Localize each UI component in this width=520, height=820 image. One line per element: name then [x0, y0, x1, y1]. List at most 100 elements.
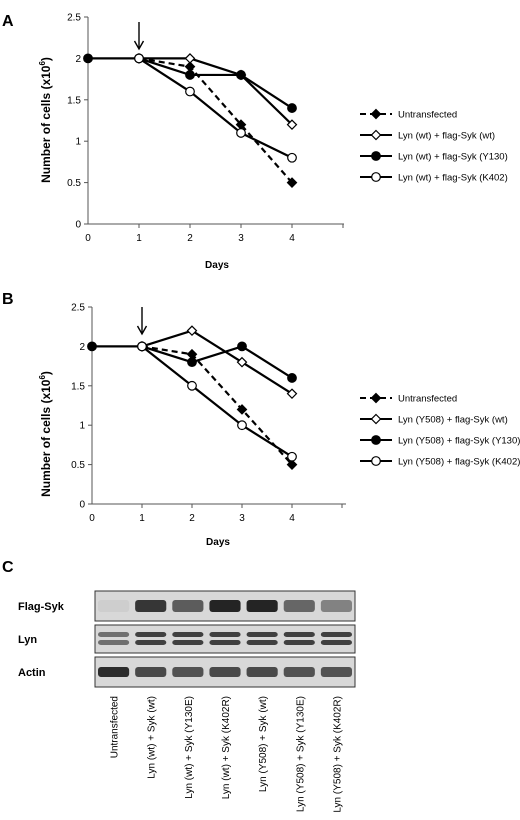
- x-axis-title: Days: [206, 537, 230, 548]
- blot-band: [209, 667, 241, 677]
- panel-label-a: A: [2, 13, 14, 30]
- data-point: [237, 420, 247, 431]
- blot-band: [135, 640, 167, 645]
- data-point: [287, 373, 297, 383]
- lane-label: Lyn (wt) + Syk (wt): [147, 696, 158, 779]
- blot-band: [172, 632, 204, 637]
- legend-label: Lyn (Y508) + flag-Syk (wt): [398, 415, 508, 426]
- data-point: [236, 404, 248, 415]
- y-tick-label: 2.5: [71, 303, 85, 314]
- blot-band: [283, 600, 315, 612]
- legend-marker: [371, 151, 381, 161]
- data-point: [286, 459, 298, 470]
- arrow-icon: [133, 22, 145, 51]
- legend-label: Untransfected: [398, 394, 457, 405]
- lane-label: Lyn (Y508) + Syk (Y130E): [295, 696, 306, 812]
- legend-label: Lyn (wt) + flag-Syk (wt): [398, 131, 495, 142]
- series-lyn-wt-flag-syk-k402: [134, 53, 297, 163]
- lane-label: Lyn (Y508) + Syk (K402R): [332, 696, 343, 813]
- y-tick-label: 2: [79, 342, 85, 353]
- data-point: [236, 356, 248, 368]
- blot-band: [172, 640, 204, 645]
- data-point: [87, 341, 97, 352]
- legend-item: Lyn (wt) + flag-Syk (Y130): [360, 151, 508, 163]
- series-lyn-y508-flag-syk-k402: [137, 341, 297, 462]
- legend-marker: [370, 129, 382, 141]
- x-tick-label: 0: [89, 513, 95, 524]
- data-point: [185, 70, 195, 80]
- blot-band: [283, 640, 315, 645]
- data-point: [287, 451, 297, 462]
- data-point: [137, 341, 147, 352]
- legend-label: Lyn (wt) + flag-Syk (K402): [398, 173, 508, 184]
- blot-row-label: Actin: [18, 667, 46, 679]
- legend-marker: [370, 413, 382, 425]
- blot-band: [246, 640, 278, 645]
- data-point: [287, 152, 297, 163]
- blot-band: [246, 600, 278, 612]
- data-point: [185, 86, 195, 97]
- blot-band: [246, 667, 278, 677]
- data-point: [134, 53, 144, 64]
- legend-label: Untransfected: [398, 110, 457, 121]
- blot-band: [320, 667, 352, 677]
- blot-band: [172, 667, 204, 677]
- data-point: [237, 341, 247, 352]
- series-line: [141, 345, 293, 466]
- blot-band: [283, 667, 315, 677]
- y-tick-label: 0.5: [71, 460, 85, 471]
- arrow-icon: [136, 307, 148, 336]
- blot-band: [320, 632, 352, 637]
- x-tick-label: 2: [189, 513, 195, 524]
- legend-marker: [371, 435, 381, 445]
- series-line: [138, 57, 293, 159]
- lane-label: Untransfected: [110, 696, 121, 758]
- data-point: [184, 53, 196, 64]
- data-point: [286, 119, 298, 130]
- legend-item: Lyn (Y508) + flag-Syk (Y130): [360, 435, 520, 447]
- chart-b: Number of cells (x106) Days 0 0.5 1 1.5 2 2.5…: [38, 303, 520, 549]
- legend: Untransfected Lyn (Y508) + flag-Syk (wt) L…: [360, 392, 520, 468]
- western-blot: Flag-Syk Lyn Actin Untransfected Lyn (wt) + …: [18, 590, 356, 813]
- legend-item: Lyn (wt) + flag-Syk (K402): [360, 172, 508, 184]
- blot-band: [135, 632, 167, 637]
- series-line: [141, 329, 293, 395]
- x-tick-label: 1: [139, 513, 145, 524]
- data-point: [236, 128, 246, 138]
- blot-membrane: [94, 624, 356, 654]
- blot-band: [209, 600, 241, 612]
- x-tick-label: 3: [238, 233, 244, 244]
- series-line: [139, 57, 293, 126]
- y-axis-title: Number of cells (x106): [38, 57, 53, 183]
- x-tick-label: 4: [289, 233, 295, 244]
- legend-item: Lyn (Y508) + flag-Syk (K402): [360, 456, 520, 468]
- blot-band: [98, 667, 130, 677]
- lane-label: Lyn (wt) + Syk (K402R): [221, 696, 232, 799]
- blot-band: [283, 632, 315, 637]
- legend-marker: [371, 456, 381, 466]
- blot-row-label: Lyn: [18, 634, 37, 646]
- data-point: [236, 70, 246, 80]
- chart-a: Number of cells (x106) Days 0 0.5 1 1.5 2 2.5…: [38, 13, 508, 272]
- y-tick-label: 2.5: [67, 13, 81, 24]
- y-tick-label: 0: [79, 500, 85, 511]
- panel-label-c: C: [2, 559, 14, 576]
- blot-band: [98, 600, 130, 612]
- y-tick-label: 1: [79, 421, 85, 432]
- blot-band: [135, 600, 167, 612]
- x-axis-title: Days: [205, 260, 229, 271]
- legend-label: Lyn (Y508) + flag-Syk (Y130): [398, 436, 520, 447]
- data-point: [83, 53, 93, 64]
- series-line: [138, 57, 293, 184]
- x-tick-label: 0: [85, 233, 91, 244]
- blot-band: [209, 632, 241, 637]
- data-point: [187, 380, 197, 391]
- panel-label-b: B: [2, 291, 14, 308]
- y-tick-label: 0.5: [67, 178, 81, 189]
- series-untransfected: [133, 53, 298, 188]
- blot-row-label: Flag-Syk: [18, 601, 65, 613]
- y-tick-label: 2: [75, 54, 81, 65]
- legend-label: Lyn (wt) + flag-Syk (Y130): [398, 152, 508, 163]
- legend-label: Lyn (Y508) + flag-Syk (K402): [398, 457, 520, 468]
